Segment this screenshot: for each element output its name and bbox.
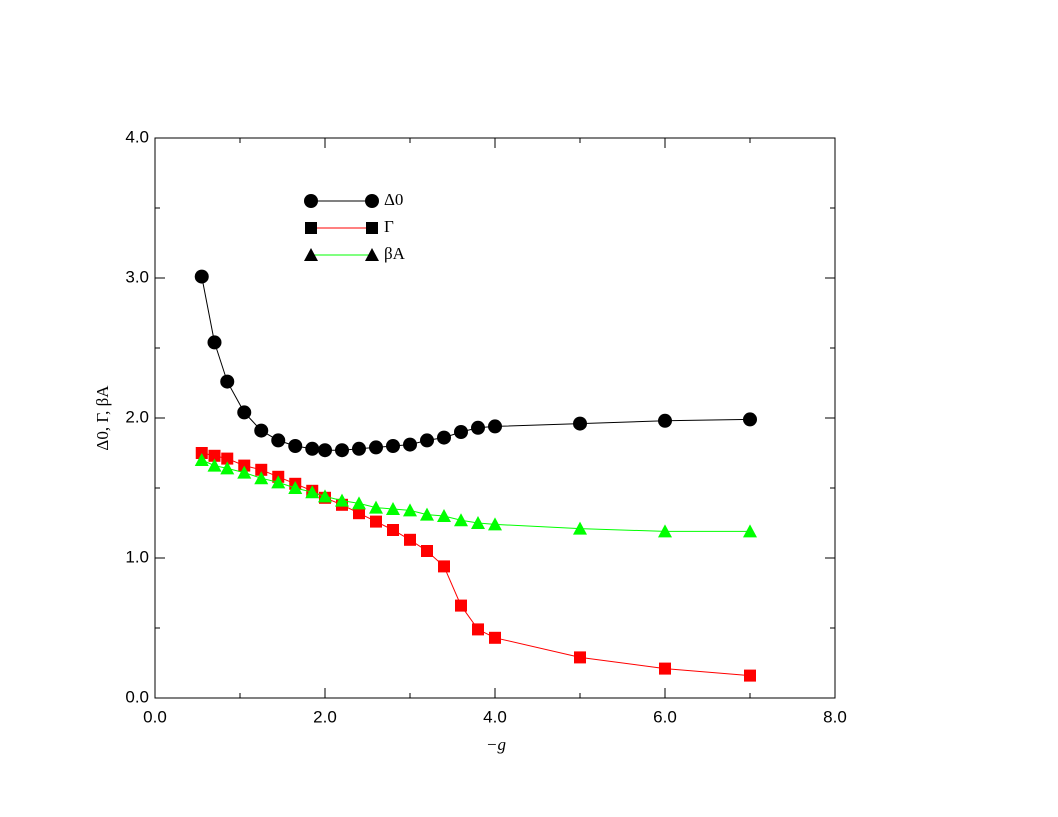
marker — [194, 269, 209, 284]
marker — [208, 449, 221, 462]
marker — [743, 412, 757, 427]
marker — [420, 433, 434, 448]
x-tick-label: 0.0 — [143, 707, 167, 726]
x-tick-label: 6.0 — [653, 707, 677, 726]
marker — [454, 513, 468, 527]
marker — [271, 475, 286, 489]
marker — [220, 461, 235, 475]
marker — [489, 631, 501, 644]
marker — [369, 440, 383, 455]
marker — [471, 420, 485, 435]
marker — [237, 465, 252, 479]
x-tick-label: 4.0 — [483, 707, 507, 726]
x-tick-label: 2.0 — [313, 707, 337, 726]
marker — [488, 517, 502, 531]
marker — [255, 463, 268, 476]
marker — [437, 509, 451, 522]
marker — [353, 507, 365, 520]
marker — [658, 413, 672, 428]
marker — [305, 485, 320, 499]
marker — [488, 419, 502, 434]
marker — [194, 453, 209, 466]
marker — [438, 560, 450, 573]
marker — [658, 524, 672, 538]
marker — [352, 441, 366, 456]
marker — [220, 374, 235, 389]
marker — [335, 493, 349, 507]
marker — [659, 662, 671, 675]
marker — [454, 425, 468, 439]
marker — [318, 489, 332, 503]
marker — [207, 335, 222, 350]
marker — [318, 443, 332, 458]
marker — [352, 496, 366, 510]
marker — [574, 651, 586, 664]
series-line — [201, 276, 751, 451]
series-line — [201, 459, 750, 532]
series-line — [201, 452, 751, 677]
marker — [369, 500, 383, 514]
marker — [573, 416, 587, 431]
marker — [386, 502, 400, 515]
y-tick-label: 3.0 — [125, 267, 149, 286]
x-tick-label: 8.0 — [823, 707, 847, 726]
marker — [404, 533, 416, 546]
y-axis-label: Δ0, Γ, βA — [93, 385, 112, 451]
marker — [421, 545, 433, 557]
marker — [387, 524, 399, 536]
marker — [386, 439, 400, 453]
marker — [288, 481, 303, 494]
marker — [207, 458, 222, 472]
y-tick-label: 1.0 — [125, 547, 149, 566]
y-tick-label: 4.0 — [125, 127, 149, 146]
marker — [365, 194, 379, 208]
marker — [403, 503, 417, 517]
y-tick-label: 0.0 — [125, 687, 149, 706]
legend-label: Δ0 — [384, 190, 403, 209]
marker — [271, 433, 286, 448]
marker — [335, 443, 349, 458]
legend-label: Γ — [384, 217, 394, 236]
marker — [420, 507, 434, 521]
marker — [237, 405, 252, 420]
plot-frame — [154, 137, 836, 699]
marker — [403, 437, 417, 452]
marker — [254, 423, 269, 438]
marker — [304, 194, 318, 208]
marker — [366, 222, 378, 234]
marker — [365, 248, 379, 261]
marker — [221, 452, 234, 465]
marker — [455, 599, 467, 612]
x-axis-label: −g — [486, 735, 506, 754]
marker — [304, 248, 318, 261]
marker — [471, 516, 485, 529]
marker — [573, 521, 587, 535]
marker — [254, 471, 269, 485]
legend-label: βA — [384, 244, 406, 263]
marker — [305, 441, 320, 456]
marker — [437, 430, 451, 445]
marker — [744, 669, 756, 682]
marker — [305, 222, 317, 234]
marker — [472, 623, 484, 636]
y-tick-label: 2.0 — [125, 407, 149, 426]
marker — [288, 439, 303, 453]
marker — [743, 524, 757, 538]
marker — [370, 515, 382, 528]
